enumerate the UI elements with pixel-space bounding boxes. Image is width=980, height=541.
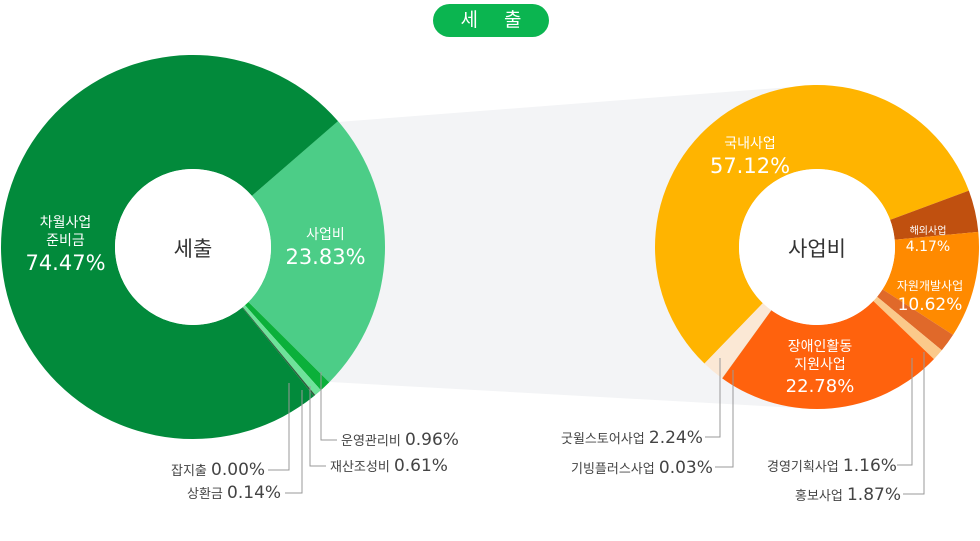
pie-slice xyxy=(722,300,934,409)
label-잡지출: 잡지출 0.00% xyxy=(171,460,266,480)
pie-slice xyxy=(873,296,942,360)
pie-slice xyxy=(0,54,338,439)
label-경영기획사업: 경영기획사업 1.16% xyxy=(767,456,897,476)
pie-slice xyxy=(882,231,980,335)
label-기빙플러스사업: 기빙플러스사업 0.03% xyxy=(571,458,713,478)
leader-line xyxy=(705,358,721,438)
pie-slice xyxy=(242,307,316,397)
slice-label-장애인활동: 장애인활동 지원사업 22.78% xyxy=(785,339,855,397)
pie-slice xyxy=(242,305,321,396)
leader-line xyxy=(309,386,326,467)
pie-slice xyxy=(704,303,772,379)
pie-slice xyxy=(244,301,330,391)
pie-slice xyxy=(877,289,954,351)
slice-label-국내사업: 국내사업 57.12% xyxy=(709,136,791,178)
label-상환금: 상환금 0.14% xyxy=(187,483,282,503)
slice-label-자원개발사업: 자원개발사업 10.62% xyxy=(896,279,964,315)
donut-hole xyxy=(115,169,271,325)
pie-slice xyxy=(655,85,969,364)
leader-line xyxy=(897,358,913,466)
leader-line xyxy=(320,372,337,441)
label-운영관리비: 운영관리비 0.96% xyxy=(341,430,459,450)
slice-label-사업비: 사업비 23.83% xyxy=(285,227,366,269)
right-center-label: 사업비 xyxy=(788,237,846,261)
label-굿윌스토어사업: 굿윌스토어사업 2.24% xyxy=(561,428,703,448)
leader-lines xyxy=(268,352,925,495)
right-pie xyxy=(655,85,980,409)
pie-slice xyxy=(890,190,979,240)
leader-line xyxy=(903,352,925,495)
label-홍보사업: 홍보사업 1.87% xyxy=(795,485,901,505)
leader-line xyxy=(715,370,734,468)
slice-label-차월사업: 차월사업 준비금 74.47% xyxy=(25,215,106,275)
label-재산조성비: 재산조성비 0.61% xyxy=(330,456,448,476)
leader-line xyxy=(285,390,303,494)
left-center-label: 세출 xyxy=(173,237,213,261)
pie-slice xyxy=(722,310,772,379)
chart-title: 세 출 xyxy=(433,4,549,37)
slice-label-해외사업: 해외사업 4.17% xyxy=(905,226,951,255)
donut-hole xyxy=(739,169,895,325)
pie-slice xyxy=(248,121,385,383)
leader-line xyxy=(268,383,290,471)
left-pie xyxy=(0,54,385,439)
